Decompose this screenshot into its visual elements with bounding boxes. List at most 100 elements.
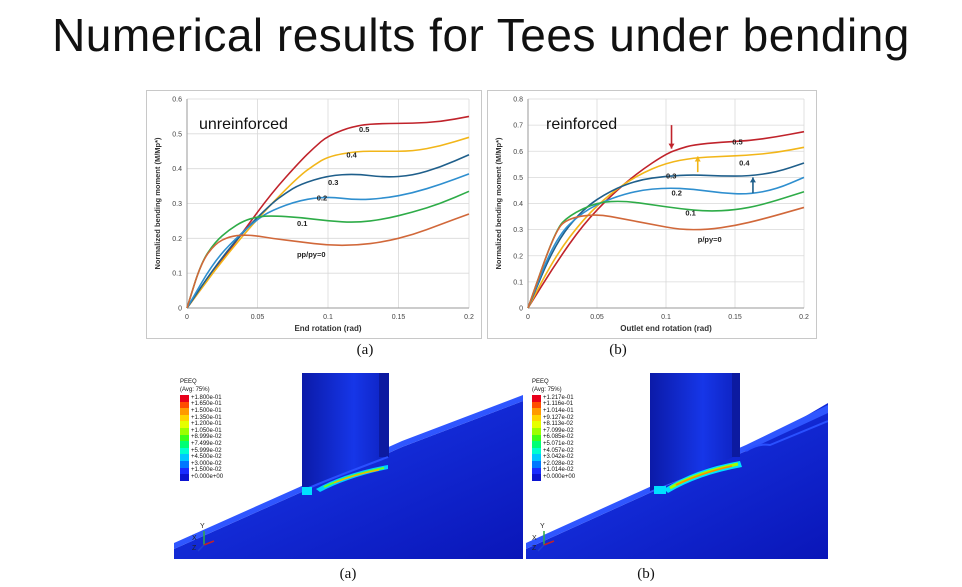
fea-caption-b: (b) [637, 566, 655, 582]
legend-value: +3.042e-02 [543, 454, 574, 461]
series-line-2 [527, 162, 805, 309]
legend-row: +8.113e-02 [532, 421, 575, 428]
legend-row: +0.000e+00 [180, 474, 223, 481]
contour-legend-b: PEEQ (Avg: 75%) +1.217e-01 +1.116e-01 +1.0… [532, 379, 575, 481]
legend-row: +1.800e-01 [180, 395, 223, 402]
legend-row: +3.000e-02 [180, 461, 223, 468]
y-tick-label: 0.3 [513, 227, 523, 234]
series-line-5 [527, 206, 805, 309]
legend-swatch [180, 414, 189, 422]
y-tick-label: 0.4 [172, 166, 182, 173]
legend-value: +0.000e+00 [543, 473, 576, 480]
legend-row: +1.500e-02 [180, 467, 223, 475]
y-tick-label: 0.2 [172, 236, 182, 243]
legend-row: +2.028e-02 [532, 461, 575, 468]
triad-y-label: Y [540, 523, 545, 530]
legend-swatch [532, 408, 541, 415]
legend-swatch [180, 434, 189, 442]
series-label-1: 0.4 [739, 159, 750, 168]
legend-row: +6.085e-02 [532, 434, 575, 442]
y-tick-label: 0.5 [513, 175, 523, 182]
legend-value: +1.500e-01 [191, 407, 222, 414]
legend-row: +1.500e-01 [180, 408, 223, 415]
legend-row: +8.999e-02 [180, 434, 223, 442]
legend-value: +1.014e-01 [543, 407, 574, 414]
fea-contour-unreinforced: PEEQ (Avg: 75%) +1.800e-01 +1.650e-01 +1.5… [174, 373, 523, 559]
legend-value: +1.500e-02 [191, 467, 222, 474]
panel-label: unreinforced [199, 116, 288, 133]
legend-row: +5.071e-02 [532, 441, 575, 448]
x-tick-label: 0.05 [590, 314, 604, 321]
legend-value: +7.099e-02 [543, 427, 574, 434]
chart-panel-unreinforced: 0 0.1 0.2 0.3 0.4 0.5 0.6 0 0.05 0.1 0.15 0.2 End ro… [146, 90, 482, 339]
legend-row: +3.042e-02 [532, 454, 575, 461]
legend-swatch [180, 454, 189, 461]
legend-value: +1.116e-01 [543, 401, 574, 408]
series-label-5: p/py=0 [698, 235, 722, 244]
annotation-arrowhead-0 [668, 143, 675, 149]
legend-swatch [532, 447, 541, 455]
legend-value: +1.217e-01 [543, 394, 574, 401]
legend-value: +1.650e-01 [191, 401, 222, 408]
legend-title-b: PEEQ [532, 379, 549, 385]
legend-swatch [180, 467, 189, 475]
series-line-1 [186, 136, 470, 309]
y-tick-label: 0.4 [513, 201, 523, 208]
legend-swatch [532, 454, 541, 461]
y-tick-label: 0.5 [172, 131, 182, 138]
legend-value: +5.999e-02 [191, 447, 222, 454]
legend-subtitle-a: (Avg: 75%) [180, 387, 210, 393]
series-line-1 [527, 146, 805, 309]
fea-model-b [526, 373, 828, 559]
y-tick-label: 0.1 [513, 279, 523, 286]
y-tick-label: 0.6 [172, 97, 182, 104]
legend-value: +5.071e-02 [543, 440, 574, 447]
y-tick-label: 0 [519, 306, 523, 313]
x-axis-label: Outlet end rotation (rad) [620, 324, 712, 333]
legend-row: +1.014e-01 [532, 408, 575, 415]
slide-title: Numerical results for Tees under bending [52, 9, 910, 61]
triad-y-label: Y [200, 523, 205, 530]
legend-swatch [532, 414, 541, 422]
y-tick-label: 0.7 [513, 123, 523, 130]
legend-swatch [180, 427, 189, 435]
legend-swatch [532, 474, 541, 481]
legend-swatch [180, 395, 189, 402]
x-tick-label: 0.2 [799, 314, 809, 321]
series-line-3 [186, 173, 470, 309]
legend-value: +1.350e-01 [191, 414, 222, 421]
x-tick-label: 0.15 [392, 314, 406, 321]
legend-value: +7.499e-02 [191, 440, 222, 447]
legend-value: +0.000e+00 [191, 473, 224, 480]
legend-swatch [180, 421, 189, 428]
legend-row: +1.200e-01 [180, 421, 223, 428]
legend-swatch [532, 395, 541, 402]
contour-legend-a: PEEQ (Avg: 75%) +1.800e-01 +1.650e-01 +1.5… [180, 379, 223, 481]
series-label-4: 0.1 [297, 219, 307, 228]
series-line-2 [186, 153, 470, 309]
legend-swatch [180, 401, 189, 409]
x-tick-label: 0 [185, 314, 189, 321]
legend-row: +1.217e-01 [532, 395, 575, 402]
series-line-3 [527, 176, 805, 309]
y-tick-label: 0.2 [513, 253, 523, 260]
legend-swatch [532, 401, 541, 409]
legend-swatch [532, 421, 541, 428]
legend-row: +5.999e-02 [180, 448, 223, 455]
legend-row: +1.650e-01 [180, 401, 223, 409]
legend-value: +1.200e-01 [191, 421, 222, 428]
chart-panel-reinforced: 0 0.1 0.2 0.3 0.4 0.5 0.6 0.7 0.8 0 0.05 0.1 0.15 0.2… [487, 90, 817, 339]
axis-triad-b: Y X Z [532, 523, 562, 555]
legend-row: +0.000e+00 [532, 474, 575, 481]
x-tick-label: 0.1 [323, 314, 333, 321]
y-axis-label: Normalized bending moment (M/Mp*) [494, 137, 503, 270]
legend-row: +7.499e-02 [180, 441, 223, 448]
legend-row: +7.099e-02 [532, 428, 575, 435]
x-axis-label: End rotation (rad) [294, 324, 361, 333]
legend-swatch [180, 447, 189, 455]
legend-value: +4.500e-02 [191, 454, 222, 461]
legend-swatch [180, 408, 189, 415]
chart-reinforced: 0 0.1 0.2 0.3 0.4 0.5 0.6 0.7 0.8 0 0.05 0.1 0.15 0.2… [494, 97, 809, 334]
legend-value: +4.057e-02 [543, 447, 574, 454]
